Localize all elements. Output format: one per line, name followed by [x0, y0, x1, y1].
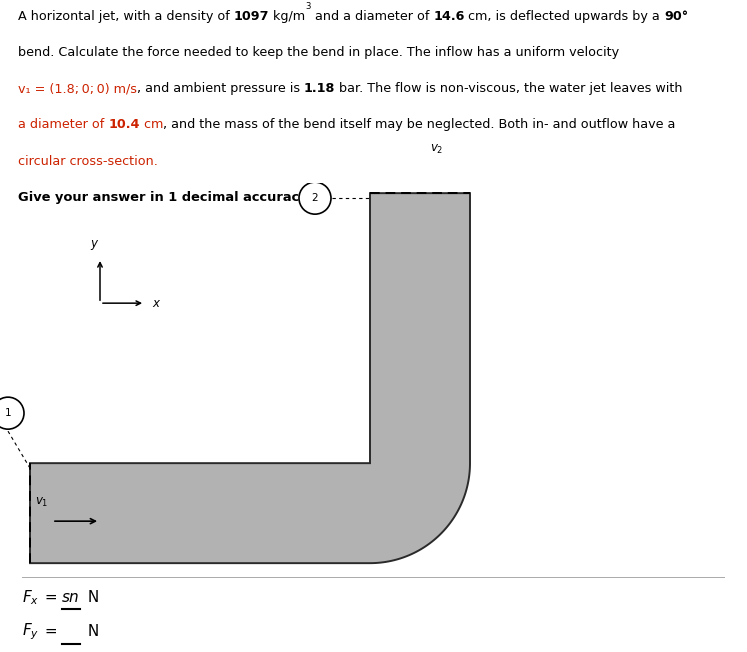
Text: =: =: [40, 590, 62, 605]
Text: $F_x$: $F_x$: [22, 588, 40, 606]
Text: sn: sn: [62, 590, 80, 605]
Text: bar. The flow is non-viscous, the water jet leaves with: bar. The flow is non-viscous, the water …: [335, 82, 683, 95]
Polygon shape: [30, 193, 470, 563]
Text: cm: cm: [140, 119, 163, 131]
Text: 1097: 1097: [234, 10, 269, 23]
Text: $F_y$: $F_y$: [22, 621, 40, 642]
Text: $y$: $y$: [90, 238, 99, 252]
Text: $v_2$: $v_2$: [430, 143, 444, 156]
Text: circular cross-section.: circular cross-section.: [18, 155, 158, 168]
Text: a diameter of: a diameter of: [18, 119, 108, 131]
Circle shape: [0, 397, 24, 429]
Text: , and ambient pressure is: , and ambient pressure is: [137, 82, 304, 95]
Text: and a diameter of: and a diameter of: [311, 10, 433, 23]
Text: 14.6: 14.6: [433, 10, 465, 23]
Text: 1: 1: [4, 408, 11, 418]
Text: $x$: $x$: [152, 297, 161, 310]
Text: Give your answer in 1 decimal accuracy.: Give your answer in 1 decimal accuracy.: [18, 191, 311, 203]
Text: 90°: 90°: [664, 10, 688, 23]
Text: kg/m: kg/m: [269, 10, 306, 23]
Text: bend. Calculate the force needed to keep the bend in place. The inflow has a uni: bend. Calculate the force needed to keep…: [18, 46, 619, 59]
Text: 1.18: 1.18: [304, 82, 335, 95]
Text: , and the mass of the bend itself may be neglected. Both in- and outflow have a: , and the mass of the bend itself may be…: [163, 119, 675, 131]
Text: N: N: [84, 590, 99, 605]
Circle shape: [299, 182, 331, 214]
Text: A horizontal jet, with a density of: A horizontal jet, with a density of: [18, 10, 234, 23]
Text: v₁ = (1.8; 0; 0) m/s: v₁ = (1.8; 0; 0) m/s: [18, 82, 137, 95]
Text: 3: 3: [306, 3, 311, 11]
Text: $v_1$: $v_1$: [34, 496, 48, 509]
Text: 10.4: 10.4: [108, 119, 140, 131]
Text: 2: 2: [311, 193, 318, 203]
Text: cm, is deflected upwards by a: cm, is deflected upwards by a: [465, 10, 664, 23]
Text: N: N: [84, 624, 99, 639]
Text: =: =: [40, 624, 62, 639]
